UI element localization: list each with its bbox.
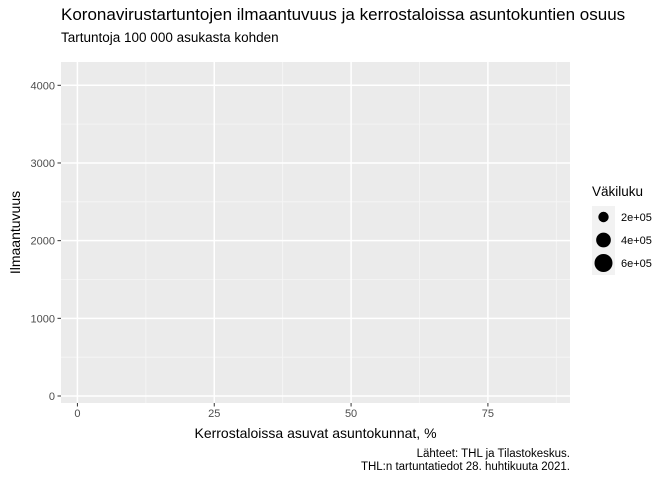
legend-keys: 2e+05 4e+05 6e+05 [592,206,652,275]
y-tick-label: 1000 [31,313,55,325]
y-tick-label: 2000 [31,236,55,248]
x-axis-title: Kerrostaloissa asuvat asuntokunnat, % [194,425,436,441]
x-tick-label: 75 [482,408,494,420]
y-tick-label: 3000 [31,158,55,170]
plot-panel [61,62,570,403]
caption-line-1: Lähteet: THL ja Tilastokeskus. [417,448,570,460]
legend: Väkiluku 2e+05 4e+05 6e+05 [592,184,652,275]
legend-title: Väkiluku [592,184,643,199]
legend-key-label: 2e+05 [621,212,652,224]
y-axis: 0 1000 2000 3000 4000 [31,80,61,403]
caption-line-2: THL:n tartuntatiedot 28. huhtikuuta 2021… [361,461,570,473]
legend-key-circle [598,211,609,223]
y-tick-label: 0 [49,391,55,403]
legend-key-circle [596,232,611,248]
legend-key-label: 4e+05 [621,235,652,247]
grid-major [61,62,570,403]
x-tick-label: 50 [345,408,357,420]
x-axis: 0 25 50 75 [74,403,494,420]
y-axis-title: Ilmaantuvuus [7,191,23,274]
caption: Lähteet: THL ja Tilastokeskus. THL:n tar… [361,448,570,473]
chart-title: Koronavirustartuntojen ilmaantuvuus ja k… [61,5,625,24]
y-tick-label: 4000 [31,80,55,92]
x-tick-label: 25 [208,408,220,420]
grid-minor [61,62,570,403]
x-tick-label: 0 [74,408,80,420]
legend-key-circle [594,254,613,272]
chart-subtitle: Tartuntoja 100 000 asukasta kohden [61,30,279,45]
legend-key-label: 6e+05 [621,258,652,270]
